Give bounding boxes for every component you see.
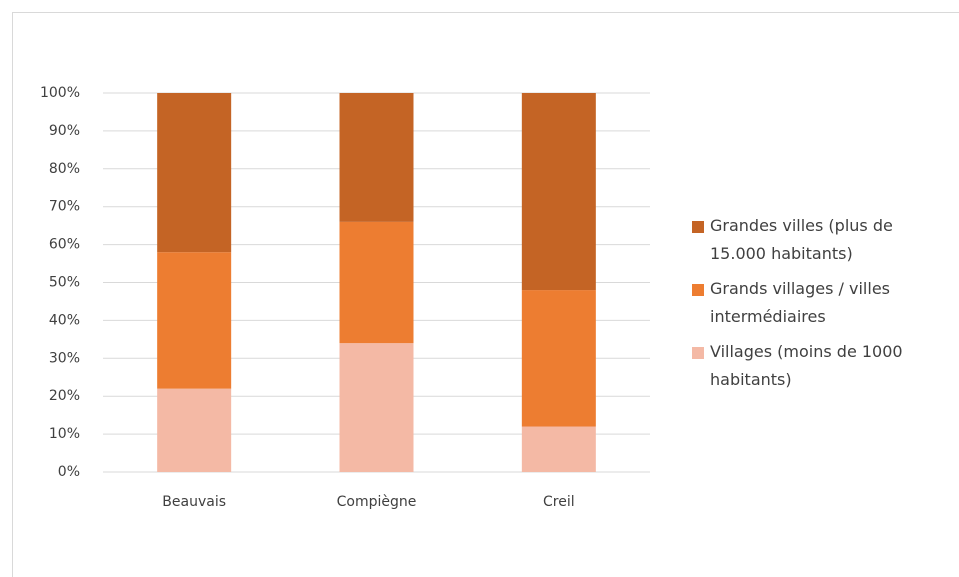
y-tick-label: 10% [49,426,80,442]
legend-item: Grands villages / villes intermédiaires [690,275,950,331]
y-tick-label: 70% [49,199,80,215]
legend-item: Grandes villes (plus de 15.000 habitants… [690,212,950,268]
y-tick-label: 80% [49,161,80,177]
x-tick-label: Compiègne [337,494,417,510]
legend-swatch [692,284,704,296]
bar-segment [339,221,414,344]
bar-segment [339,343,414,472]
x-tick-label: Beauvais [162,494,226,510]
legend-swatch [692,347,704,359]
legend: Grandes villes (plus de 15.000 habitants… [690,212,950,401]
bar-segment [157,388,232,472]
legend-label: Grands villages / villes intermédiaires [710,279,890,326]
y-tick-label: 100% [40,85,80,101]
legend-label: Villages (moins de 1000 habitants) [710,342,903,389]
bar-segment [521,93,596,291]
y-tick-label: 20% [49,388,80,404]
bar-segment [157,93,232,253]
legend-label: Grandes villes (plus de 15.000 habitants… [710,216,893,263]
y-tick-label: 60% [49,237,80,253]
bar-segment [521,290,596,427]
bar-segment [521,426,596,472]
y-tick-label: 0% [58,464,80,480]
legend-swatch [692,221,704,233]
y-tick-label: 30% [49,350,80,366]
y-tick-label: 90% [49,123,80,139]
chart-border [12,12,959,577]
bar-segment [157,252,232,389]
legend-item: Villages (moins de 1000 habitants) [690,338,950,394]
bar-segment [339,93,414,222]
x-tick-label: Creil [543,494,575,510]
y-tick-label: 50% [49,275,80,291]
y-tick-label: 40% [49,312,80,328]
